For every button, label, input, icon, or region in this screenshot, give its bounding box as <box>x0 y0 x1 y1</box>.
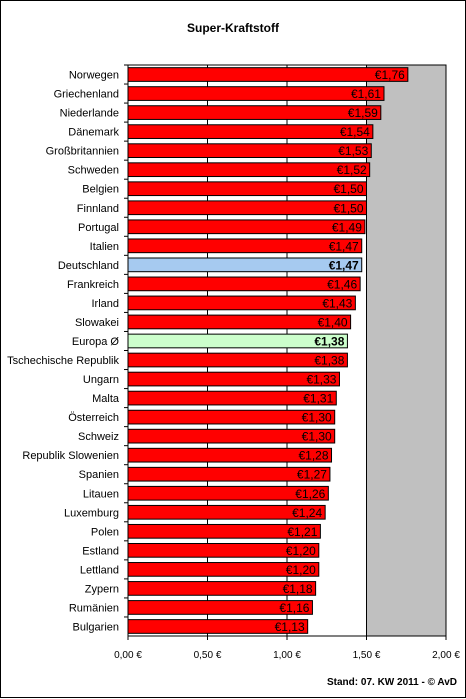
x-tick-label: 1,50 € <box>353 650 381 661</box>
category-label: Großbritannien <box>46 146 119 158</box>
data-label: €1,54 <box>340 125 370 139</box>
data-label: €1,20 <box>286 563 316 577</box>
data-label: €1,27 <box>297 468 327 482</box>
category-label: Estland <box>82 545 119 557</box>
data-label: €1,61 <box>351 87 381 101</box>
data-label: €1,18 <box>283 582 313 596</box>
x-tick-label: 0,00 € <box>114 650 142 661</box>
data-label: €1,30 <box>302 430 332 444</box>
data-label: €1,31 <box>303 392 333 406</box>
category-label: Italien <box>90 241 119 253</box>
data-label: €1,52 <box>337 163 367 177</box>
bar <box>127 257 363 273</box>
category-label: Lettland <box>80 564 119 576</box>
category-label: Republik Slowenien <box>22 450 119 462</box>
category-label: Ungarn <box>83 374 119 386</box>
data-label: €1,47 <box>329 239 359 253</box>
category-label: Schweden <box>68 165 119 177</box>
category-label: Bulgarien <box>73 621 119 633</box>
bar <box>127 105 382 120</box>
chart-title: Super-Kraftstoff <box>187 21 279 35</box>
category-label: Griechenland <box>54 89 119 101</box>
category-label: Malta <box>92 393 120 405</box>
data-label: €1,20 <box>286 544 316 558</box>
x-tick-label: 1,00 € <box>273 650 301 661</box>
bar <box>127 67 409 82</box>
data-label: €1,30 <box>302 411 332 425</box>
category-labels: Norwegen Griechenland Niederlande Dänemark G… <box>7 64 128 633</box>
bar <box>127 162 371 178</box>
plot-border <box>127 64 447 637</box>
category-label: Litauen <box>83 488 119 500</box>
data-label: €1,46 <box>327 277 357 291</box>
data-label: €1,21 <box>287 525 317 539</box>
data-label: €1,24 <box>292 506 322 520</box>
data-label: €1,28 <box>298 449 328 463</box>
category-label: Portugal <box>78 222 119 234</box>
data-label: €1,16 <box>279 601 309 615</box>
category-label: Dänemark <box>68 127 119 139</box>
category-label: Finnland <box>77 203 119 215</box>
data-label: €1,38 <box>314 354 344 368</box>
category-label: Europa Ø <box>72 336 120 348</box>
bar <box>127 143 372 159</box>
x-tick-labels: 0,00 € 0,50 € 1,00 € 1,50 € 2,00 € <box>114 650 460 661</box>
category-label: Belgien <box>82 184 119 196</box>
bar <box>127 295 356 311</box>
data-labels: €1,76 €1,61 €1,59 €1,54 €1,53 €1,52 €1,50 €1,50… <box>275 68 406 634</box>
category-label: Slowakei <box>75 317 119 329</box>
data-label: €1,33 <box>306 373 336 387</box>
data-label: €1,13 <box>275 620 305 634</box>
data-label: €1,59 <box>348 106 378 120</box>
data-label: €1,40 <box>318 315 348 329</box>
bar <box>127 219 366 235</box>
shaded-band <box>366 65 446 636</box>
category-label: Rumänien <box>69 602 119 614</box>
category-label: Polen <box>91 526 119 538</box>
category-label: Spanien <box>79 469 119 481</box>
category-label: Frankreich <box>67 279 119 291</box>
bar <box>127 181 367 197</box>
data-label: €1,50 <box>333 201 363 215</box>
bars <box>127 67 409 634</box>
data-label: €1,47 <box>329 258 359 272</box>
category-label: Niederlande <box>60 108 119 120</box>
data-label: €1,53 <box>338 144 368 158</box>
category-label: Schweiz <box>78 431 119 443</box>
category-label: Zypern <box>85 583 119 595</box>
bar <box>127 86 385 101</box>
bar <box>127 124 374 139</box>
x-tick-label: 0,50 € <box>194 650 222 661</box>
category-label: Luxemburg <box>64 507 119 519</box>
category-label: Österreich <box>68 412 119 424</box>
bar <box>127 200 367 216</box>
data-label: €1,76 <box>375 68 405 82</box>
bar <box>127 276 361 292</box>
data-label: €1,26 <box>295 487 325 501</box>
category-label: Irland <box>91 298 119 310</box>
data-label: €1,38 <box>314 334 344 348</box>
category-label: Norwegen <box>69 70 119 82</box>
category-label: Tschechische Republik <box>7 355 119 367</box>
data-label: €1,50 <box>333 182 363 196</box>
footer-note: Stand: 07. KW 2011 - © AvD <box>327 677 457 688</box>
data-label: €1,43 <box>322 296 352 310</box>
data-label: €1,49 <box>332 220 362 234</box>
category-label: Deutschland <box>58 260 119 272</box>
x-tick-label: 2,00 € <box>432 650 460 661</box>
bar <box>127 238 363 254</box>
